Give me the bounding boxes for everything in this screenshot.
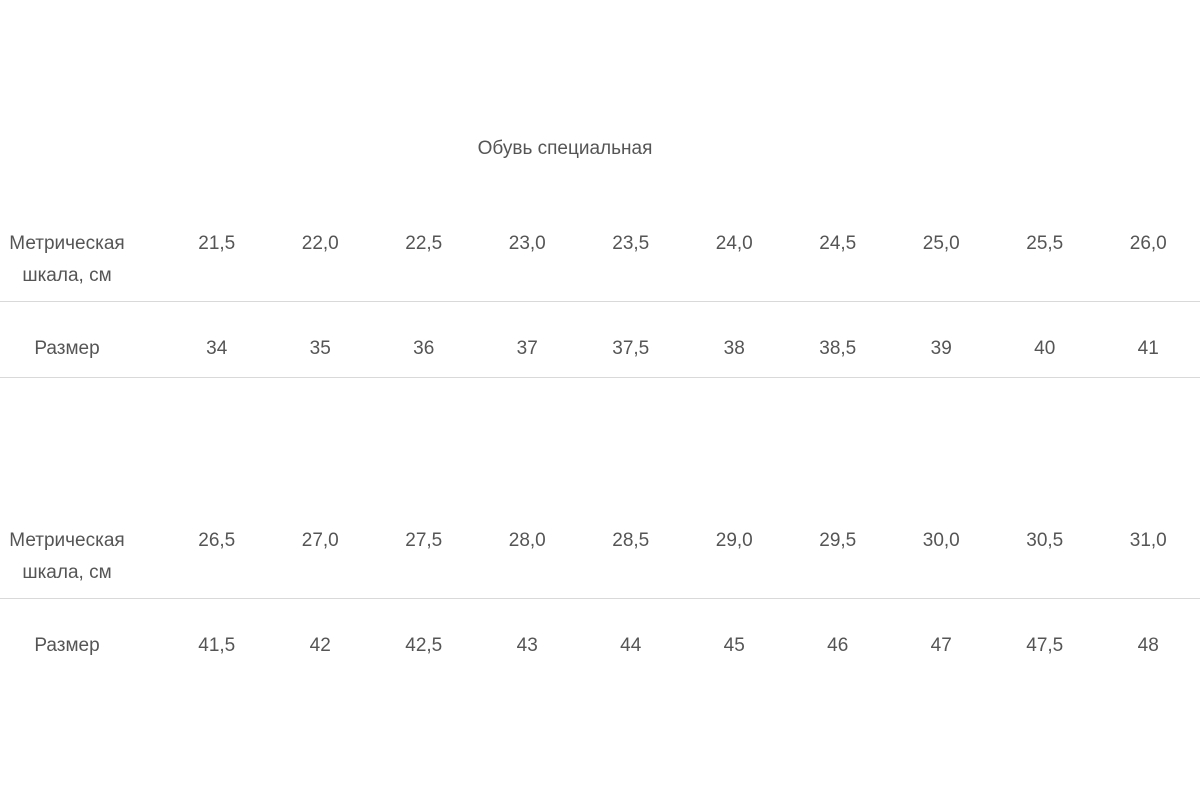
metric-row: Метрическая шкала, см 26,5 27,0 27,5 28,0 28,5… — [0, 525, 1200, 599]
size-table-2: Метрическая шкала, см 26,5 27,0 27,5 28,0 28,5… — [0, 525, 1200, 674]
metric-value-cell: 24,5 — [819, 233, 857, 254]
metric-label-line: шкала, см — [22, 562, 112, 583]
metric-label-line: Метрическая — [9, 233, 125, 254]
size-value-cell: 45 — [723, 635, 745, 656]
size-value-cell: 35 — [309, 338, 331, 359]
size-value-cell: 38 — [723, 338, 745, 359]
metric-label: Метрическая шкала, см — [0, 228, 134, 292]
metric-value-cell: 27,0 — [301, 530, 339, 551]
metric-value-cell: 26,0 — [1129, 233, 1167, 254]
size-label: Размер — [34, 635, 100, 656]
metric-value-cell: 25,0 — [922, 233, 960, 254]
size-value-cell: 44 — [620, 635, 642, 656]
metric-value-cell: 28,5 — [612, 530, 650, 551]
metric-value-cell: 29,5 — [819, 530, 857, 551]
size-value-cell: 46 — [827, 635, 849, 656]
size-value-cell: 34 — [206, 338, 228, 359]
metric-value-cell: 30,5 — [1026, 530, 1064, 551]
metric-value-cell: 22,0 — [301, 233, 339, 254]
size-value-cell: 37 — [516, 338, 538, 359]
size-value-cell: 40 — [1034, 338, 1056, 359]
page-title: Обувь специальная — [477, 138, 653, 159]
metric-value-cell: 23,0 — [508, 233, 546, 254]
size-value-cell: 38,5 — [819, 338, 857, 359]
metric-label-line: шкала, см — [22, 265, 112, 286]
size-value-cell: 41 — [1137, 338, 1159, 359]
metric-value-cell: 28,0 — [508, 530, 546, 551]
size-row: Размер 41,5 42 42,5 43 44 45 46 47 47,5 48 — [0, 599, 1200, 674]
size-label: Размер — [34, 338, 100, 359]
metric-label-line: Метрическая — [9, 530, 125, 551]
metric-value-cell: 25,5 — [1026, 233, 1064, 254]
size-value-cell: 47 — [930, 635, 952, 656]
size-value-cell: 42 — [309, 635, 331, 656]
size-value-cell: 48 — [1137, 635, 1159, 656]
size-value-cell: 43 — [516, 635, 538, 656]
metric-label: Метрическая шкала, см — [0, 525, 134, 589]
size-row: Размер 34 35 36 37 37,5 38 38,5 39 40 41 — [0, 302, 1200, 378]
metric-value-cell: 31,0 — [1129, 530, 1167, 551]
metric-value-cell: 30,0 — [922, 530, 960, 551]
size-table-1: Метрическая шкала, см 21,5 22,0 22,5 23,0 23,5… — [0, 228, 1200, 378]
metric-value-cell: 29,0 — [715, 530, 753, 551]
metric-value-cell: 27,5 — [405, 530, 443, 551]
size-value-cell: 37,5 — [612, 338, 650, 359]
size-value-cell: 36 — [413, 338, 435, 359]
size-value-cell: 39 — [930, 338, 952, 359]
metric-value-cell: 23,5 — [612, 233, 650, 254]
metric-row: Метрическая шкала, см 21,5 22,0 22,5 23,0 23,5… — [0, 228, 1200, 302]
size-value-cell: 47,5 — [1026, 635, 1064, 656]
size-value-cell: 42,5 — [405, 635, 443, 656]
size-value-cell: 41,5 — [198, 635, 236, 656]
metric-value-cell: 21,5 — [198, 233, 236, 254]
metric-value-cell: 22,5 — [405, 233, 443, 254]
metric-value-cell: 24,0 — [715, 233, 753, 254]
metric-value-cell: 26,5 — [198, 530, 236, 551]
